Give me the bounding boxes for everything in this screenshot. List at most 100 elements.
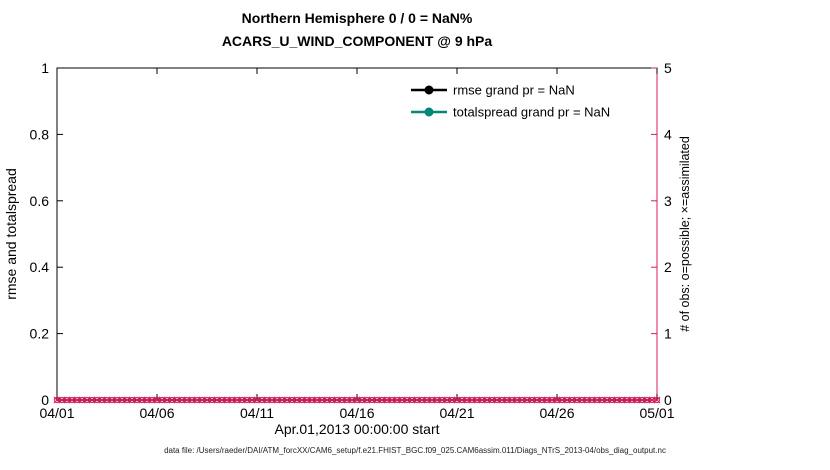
assimilated-obs-marker: [583, 396, 591, 404]
assimilated-obs-marker: [393, 396, 401, 404]
assimilated-obs-marker: [318, 396, 326, 404]
assimilated-obs-marker: [188, 396, 196, 404]
assimilated-obs-marker: [618, 396, 626, 404]
assimilated-obs-marker: [348, 396, 356, 404]
assimilated-obs-marker: [58, 396, 66, 404]
assimilated-obs-marker: [633, 396, 641, 404]
legend-marker-totalspread: [424, 107, 434, 117]
assimilated-obs-marker: [118, 396, 126, 404]
assimilated-obs-marker: [303, 396, 311, 404]
left-y-tick-label: 0.8: [30, 126, 50, 142]
legend-label-totalspread: totalspread grand pr = NaN: [453, 105, 610, 120]
assimilated-obs-marker: [443, 396, 451, 404]
assimilated-obs-marker: [363, 396, 371, 404]
assimilated-obs-marker: [183, 396, 191, 404]
assimilated-obs-marker: [228, 396, 236, 404]
assimilated-obs-marker: [88, 396, 96, 404]
assimilated-obs-marker: [358, 396, 366, 404]
assimilated-obs-marker: [263, 396, 271, 404]
assimilated-obs-marker: [478, 396, 486, 404]
assimilated-obs-marker: [208, 396, 216, 404]
assimilated-obs-marker: [553, 396, 561, 404]
assimilated-obs-marker: [628, 396, 636, 404]
assimilated-obs-marker: [138, 396, 146, 404]
assimilated-obs-marker: [223, 396, 231, 404]
assimilated-obs-marker: [163, 396, 171, 404]
assimilated-obs-marker: [343, 396, 351, 404]
assimilated-obs-marker: [383, 396, 391, 404]
assimilated-obs-marker: [648, 396, 656, 404]
assimilated-obs-marker: [103, 396, 111, 404]
right-y-tick-label: 3: [664, 193, 672, 209]
left-y-tick-label: 0.6: [30, 193, 50, 209]
assimilated-obs-marker: [548, 396, 556, 404]
assimilated-obs-marker: [268, 396, 276, 404]
assimilated-obs-marker: [193, 396, 201, 404]
assimilated-obs-marker: [588, 396, 596, 404]
assimilated-obs-marker: [488, 396, 496, 404]
assimilated-obs-marker: [598, 396, 606, 404]
x-tick-label: 04/16: [339, 405, 374, 421]
assimilated-obs-marker: [533, 396, 541, 404]
assimilated-obs-marker: [518, 396, 526, 404]
assimilated-obs-marker: [288, 396, 296, 404]
assimilated-obs-marker: [83, 396, 91, 404]
assimilated-obs-marker: [448, 396, 456, 404]
assimilated-obs-marker: [173, 396, 181, 404]
legend: rmse grand pr = NaN totalspread grand pr…: [411, 83, 610, 120]
assimilated-obs-marker: [368, 396, 376, 404]
assimilated-obs-marker: [113, 396, 121, 404]
assimilated-obs-marker: [508, 396, 516, 404]
assimilated-obs-marker: [513, 396, 521, 404]
legend-label-rmse: rmse grand pr = NaN: [453, 83, 575, 98]
assimilated-obs-marker: [53, 396, 61, 404]
assimilated-obs-marker: [308, 396, 316, 404]
assimilated-obs-marker: [468, 396, 476, 404]
possible-obs-marker: [653, 396, 661, 404]
assimilated-obs-marker: [98, 396, 106, 404]
assimilated-obs-marker: [203, 396, 211, 404]
assimilated-obs-marker: [573, 396, 581, 404]
assimilated-obs-marker: [578, 396, 586, 404]
assimilated-obs-marker: [418, 396, 426, 404]
assimilated-obs-marker: [353, 396, 361, 404]
right-y-axis-label: # of obs: o=possible; ×=assimilated: [678, 136, 692, 332]
assimilated-obs-marker: [438, 396, 446, 404]
assimilated-obs-marker: [453, 396, 461, 404]
assimilated-obs-marker: [78, 396, 86, 404]
x-tick-label: 04/26: [539, 405, 574, 421]
x-axis-ticks: 04/01 04/06 04/11 04/16 04/21 04/26 05/01: [39, 68, 675, 421]
assimilated-obs-marker: [413, 396, 421, 404]
assimilated-obs-marker: [273, 396, 281, 404]
assimilated-obs-marker: [538, 396, 546, 404]
right-y-tick-label: 2: [664, 259, 672, 275]
assimilated-obs-marker: [143, 396, 151, 404]
assimilated-obs-marker: [423, 396, 431, 404]
right-y-tick-label: 0: [664, 392, 672, 408]
assimilated-obs-marker: [243, 396, 251, 404]
assimilated-obs-marker: [158, 396, 166, 404]
assimilated-obs-marker: [128, 396, 136, 404]
assimilated-obs-marker: [483, 396, 491, 404]
x-axis-label: Apr.01,2013 00:00:00 start: [274, 421, 439, 437]
obs-count-markers: [53, 396, 661, 404]
assimilated-obs-marker: [278, 396, 286, 404]
left-y-axis-label: rmse and totalspread: [3, 168, 19, 300]
assimilated-obs-marker: [178, 396, 186, 404]
assimilated-obs-marker: [608, 396, 616, 404]
assimilated-obs-marker: [253, 396, 261, 404]
assimilated-obs-marker: [313, 396, 321, 404]
assimilated-obs-marker: [323, 396, 331, 404]
assimilated-obs-marker: [428, 396, 436, 404]
assimilated-obs-marker: [643, 396, 651, 404]
x-tick-label: 04/11: [240, 405, 274, 421]
assimilated-obs-marker: [463, 396, 471, 404]
assimilated-obs-marker: [233, 396, 241, 404]
assimilated-obs-marker: [133, 396, 141, 404]
right-y-tick-label: 5: [664, 60, 672, 76]
assimilated-obs-marker: [433, 396, 441, 404]
right-axis-ticks: 0 1 2 3 4 5: [651, 60, 672, 408]
assimilated-obs-marker: [68, 396, 76, 404]
